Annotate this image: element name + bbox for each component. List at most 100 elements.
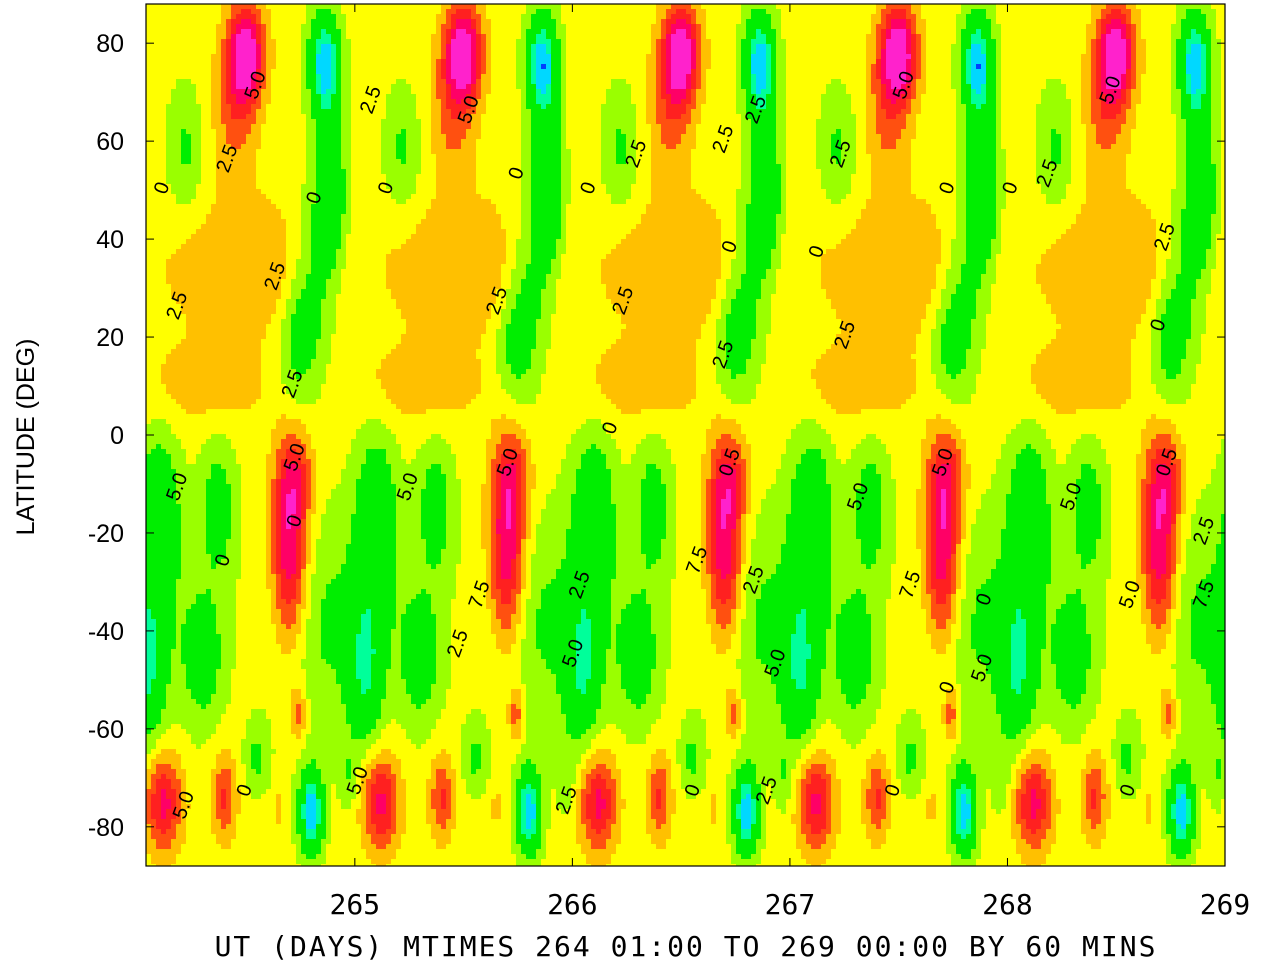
field-cell	[336, 104, 342, 110]
field-cell	[581, 44, 587, 50]
field-cell	[841, 89, 847, 95]
field-cell	[956, 9, 962, 15]
field-cell	[821, 39, 827, 45]
field-cell	[1201, 69, 1207, 75]
field-cell	[1056, 44, 1062, 50]
field-cell	[886, 4, 892, 10]
field-cell	[876, 64, 882, 70]
field-cell	[481, 59, 487, 65]
field-cell	[1021, 79, 1027, 85]
field-cell	[291, 59, 297, 65]
field-cell	[1141, 74, 1147, 80]
field-cell	[451, 114, 457, 120]
field-cell	[421, 39, 427, 45]
field-cell	[881, 89, 887, 95]
field-cell	[906, 9, 912, 15]
field-cell	[516, 94, 522, 100]
field-cell	[966, 64, 972, 70]
field-cell	[671, 84, 677, 90]
field-cell	[1101, 79, 1107, 85]
field-cell	[1136, 79, 1142, 85]
field-cell	[876, 34, 882, 40]
field-cell	[1156, 59, 1162, 65]
field-cell	[681, 104, 687, 110]
field-cell	[1176, 109, 1182, 115]
field-cell	[706, 24, 712, 30]
field-cell	[341, 69, 347, 75]
field-cell	[901, 104, 907, 110]
field-cell	[1186, 29, 1192, 35]
field-cell	[336, 24, 342, 30]
field-cell	[511, 94, 517, 100]
field-cell	[446, 54, 452, 60]
field-cell	[621, 44, 627, 50]
field-cell	[301, 14, 307, 20]
field-cell	[261, 99, 267, 105]
field-cell	[286, 19, 292, 25]
field-cell	[936, 49, 942, 55]
field-cell	[421, 14, 427, 20]
field-cell	[541, 64, 547, 70]
field-cell	[1141, 109, 1147, 115]
field-cell	[156, 49, 162, 55]
field-cell	[581, 94, 587, 100]
field-cell	[826, 69, 832, 75]
field-cell	[1061, 49, 1067, 55]
field-cell	[1001, 49, 1007, 55]
field-cell	[1071, 104, 1077, 110]
field-cell	[1001, 24, 1007, 30]
field-cell	[771, 14, 777, 20]
field-cell	[536, 9, 542, 15]
field-cell	[901, 94, 907, 100]
field-cell	[901, 19, 907, 25]
field-cell	[1136, 29, 1142, 35]
field-cell	[1016, 69, 1022, 75]
field-cell	[1056, 14, 1062, 20]
field-cell	[1136, 19, 1142, 25]
field-cell	[646, 29, 652, 35]
field-cell	[631, 79, 637, 85]
field-cell	[176, 119, 182, 125]
field-cell	[596, 4, 602, 10]
field-cell	[1151, 19, 1157, 25]
field-cell	[941, 39, 947, 45]
field-cell	[786, 9, 792, 15]
field-cell	[336, 69, 342, 75]
field-cell	[221, 54, 227, 60]
field-cell	[971, 54, 977, 60]
field-cell	[281, 49, 287, 55]
field-cell	[416, 64, 422, 70]
field-cell	[1146, 104, 1152, 110]
field-cell	[461, 94, 467, 100]
field-cell	[331, 34, 337, 40]
field-cell	[151, 84, 157, 90]
field-cell	[1071, 49, 1077, 55]
field-cell	[656, 69, 662, 75]
field-cell	[756, 44, 762, 50]
field-cell	[596, 29, 602, 35]
field-cell	[176, 94, 182, 100]
field-cell	[271, 9, 277, 15]
field-cell	[1101, 69, 1107, 75]
field-cell	[481, 49, 487, 55]
field-cell	[591, 99, 597, 105]
field-cell	[1026, 59, 1032, 65]
field-cell	[781, 14, 787, 20]
field-cell	[651, 59, 657, 65]
field-cell	[646, 49, 652, 55]
field-cell	[786, 39, 792, 45]
field-cell	[681, 4, 687, 10]
field-cell	[1026, 109, 1032, 115]
field-cell	[871, 109, 877, 115]
field-cell	[351, 74, 357, 80]
field-cell	[571, 29, 577, 35]
field-cell	[166, 54, 172, 60]
field-cell	[526, 84, 532, 90]
field-cell	[936, 59, 942, 65]
field-cell	[1111, 9, 1117, 15]
field-cell	[296, 14, 302, 20]
field-cell	[551, 104, 557, 110]
field-cell	[796, 114, 802, 120]
field-cell	[241, 64, 247, 70]
field-cell	[1116, 29, 1122, 35]
